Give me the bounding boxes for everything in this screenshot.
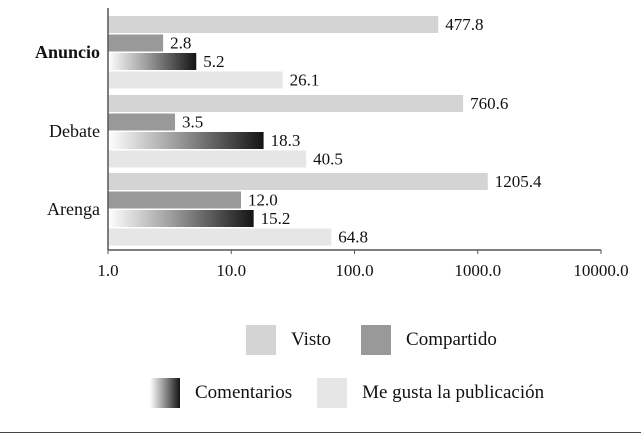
legend-swatch-compartido [361, 325, 392, 355]
legend-swatch-me-gusta [317, 378, 348, 408]
legend-item-visto: Visto [246, 325, 331, 355]
data-label-me-gusta: 40.5 [313, 150, 343, 169]
data-label-compartido: 3.5 [182, 113, 203, 132]
x-tick-label: 100.0 [335, 261, 373, 280]
legend-item-me-gusta: Me gusta la publicación [317, 378, 544, 408]
legend-swatch-visto [246, 325, 276, 355]
data-label-compartido: 12.0 [248, 191, 278, 210]
data-label-compartido: 2.8 [170, 34, 191, 53]
legend-label-visto: Visto [291, 329, 332, 350]
data-label-comentarios: 5.2 [203, 52, 224, 71]
legend-swatch-comentarios [150, 378, 180, 408]
bar-me-gusta [108, 150, 307, 168]
bar-me-gusta [108, 71, 283, 89]
plot-area: Anuncio 477.8 2.8 5.2 26.1 Debate 760.6 3.5 18.3… [35, 8, 629, 280]
data-label-comentarios: 18.3 [271, 131, 301, 150]
data-label-comentarios: 15.2 [261, 209, 291, 228]
legend-label-comentarios: Comentarios [195, 382, 293, 403]
category-label: Anuncio [35, 42, 100, 62]
data-label-visto: 760.6 [470, 94, 508, 113]
data-label-visto: 1205.4 [495, 172, 542, 191]
bar-comentarios [108, 132, 264, 149]
legend-row-2: Comentarios Me gusta la publicación [150, 378, 544, 408]
legend-row-1: Visto Compartido [246, 325, 497, 355]
bar-visto [108, 173, 488, 190]
bar-comentarios [108, 210, 254, 227]
category-label: Debate [49, 121, 100, 141]
category-label: Arenga [47, 199, 100, 219]
data-label-me-gusta: 26.1 [290, 71, 320, 90]
x-tick-label: 1000.0 [454, 261, 501, 280]
x-tick-label: 10000.0 [573, 261, 628, 280]
bar-comentarios [108, 53, 197, 70]
x-tick-label: 10.0 [216, 261, 246, 280]
data-label-visto: 477.8 [445, 15, 483, 34]
bar-visto [108, 16, 439, 33]
bar-compartido [108, 191, 242, 209]
data-label-me-gusta: 64.8 [338, 228, 368, 247]
bar-compartido [108, 113, 176, 131]
legend-item-compartido: Compartido [361, 325, 497, 355]
x-tick-label: 1.0 [97, 261, 118, 280]
bar-me-gusta [108, 228, 332, 246]
legend-label-compartido: Compartido [406, 329, 497, 350]
bar-compartido [108, 34, 164, 52]
bar-visto [108, 95, 464, 112]
legend-item-comentarios: Comentarios [150, 378, 292, 408]
bottom-divider [0, 432, 641, 433]
legend-label-me-gusta: Me gusta la publicación [362, 382, 545, 403]
